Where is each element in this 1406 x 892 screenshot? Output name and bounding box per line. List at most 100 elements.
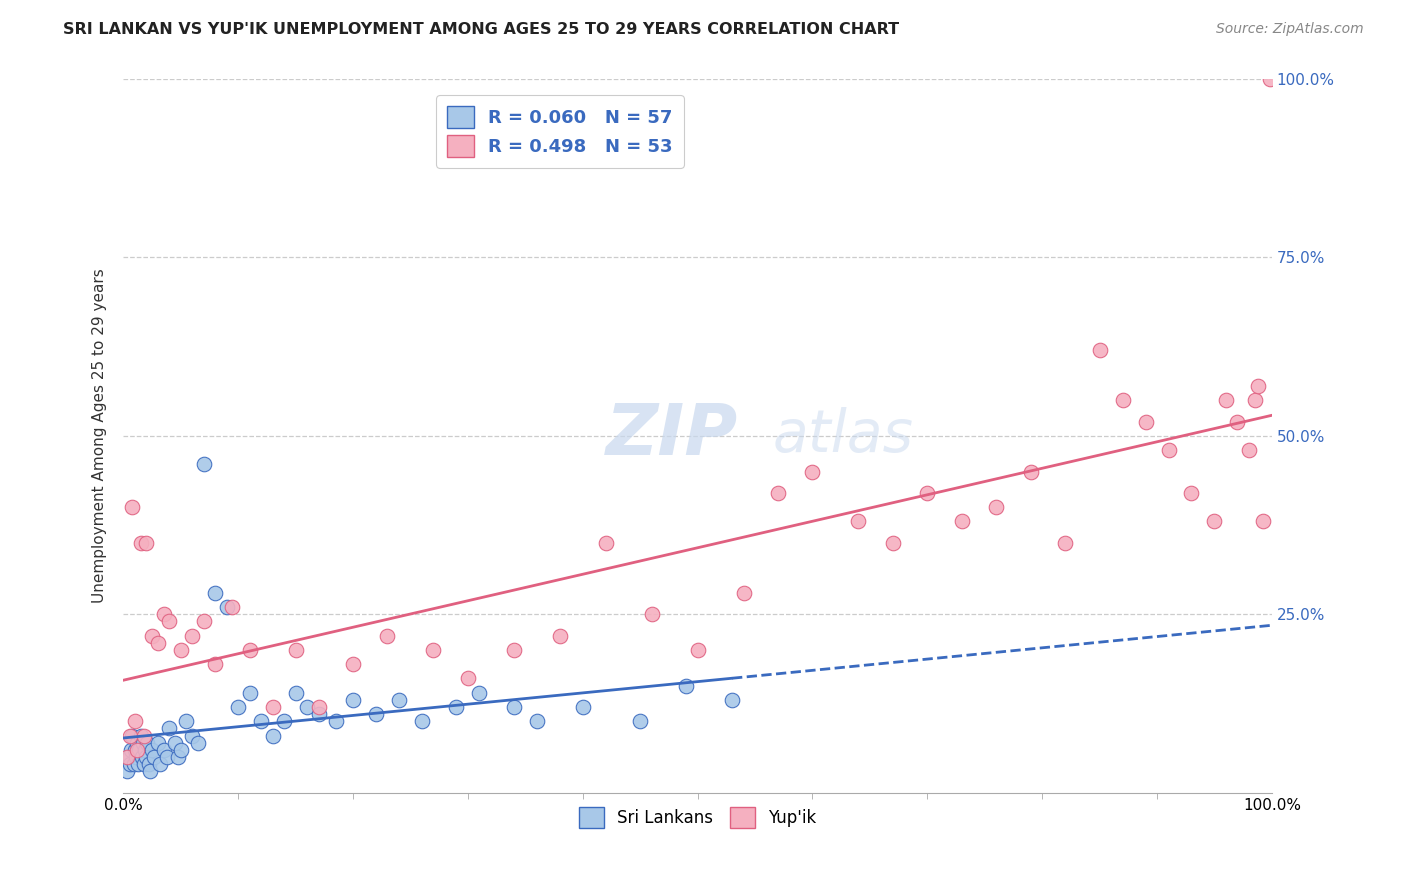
Point [342, 657, 364, 672]
Point [193, 458, 215, 472]
Point [181, 629, 204, 643]
Point [411, 714, 433, 729]
Point [122, 757, 145, 772]
Point [640, 607, 662, 622]
Point [135, 750, 157, 764]
Point [284, 686, 307, 700]
Point [377, 629, 399, 643]
Point [131, 750, 153, 764]
Point [125, 750, 148, 764]
Point [157, 615, 180, 629]
Point [325, 714, 347, 729]
Point [143, 750, 166, 764]
Point [295, 700, 318, 714]
Point [226, 700, 249, 714]
Point [1226, 415, 1249, 429]
Point [204, 586, 226, 600]
Point [187, 736, 209, 750]
Point [882, 536, 904, 550]
Point [1258, 72, 1281, 87]
Text: Source: ZipAtlas.com: Source: ZipAtlas.com [1216, 22, 1364, 37]
Point [1180, 486, 1202, 500]
Point [127, 743, 149, 757]
Point [342, 693, 364, 707]
Point [733, 586, 755, 600]
Point [1215, 393, 1237, 408]
Point [388, 693, 411, 707]
Point [239, 643, 262, 657]
Point [136, 736, 159, 750]
Point [121, 500, 143, 515]
Point [1054, 536, 1077, 550]
Point [141, 629, 163, 643]
Point [308, 707, 330, 722]
Point [1111, 393, 1133, 408]
Point [250, 714, 273, 729]
Text: SRI LANKAN VS YUP'IK UNEMPLOYMENT AMONG AGES 25 TO 29 YEARS CORRELATION CHART: SRI LANKAN VS YUP'IK UNEMPLOYMENT AMONG … [63, 22, 900, 37]
Y-axis label: Unemployment Among Ages 25 to 29 years: Unemployment Among Ages 25 to 29 years [93, 268, 107, 603]
Point [146, 736, 169, 750]
Point [1019, 465, 1042, 479]
Point [149, 757, 172, 772]
Point [628, 714, 651, 729]
Point [176, 714, 198, 729]
Point [1247, 379, 1270, 393]
Point [595, 536, 617, 550]
Point [1243, 393, 1265, 408]
Point [848, 515, 870, 529]
Point [1204, 515, 1226, 529]
Point [548, 629, 571, 643]
Point [132, 736, 155, 750]
Point [502, 700, 524, 714]
Point [120, 743, 142, 757]
Point [1088, 343, 1111, 358]
Point [1135, 415, 1157, 429]
Point [132, 757, 155, 772]
Legend: Sri Lankans, Yup'ik: Sri Lankans, Yup'ik [572, 801, 823, 834]
Point [132, 729, 155, 743]
Point [152, 743, 174, 757]
Point [221, 600, 243, 615]
Point [686, 643, 709, 657]
Point [675, 679, 697, 693]
Point [422, 643, 444, 657]
Point [152, 607, 174, 622]
Point [115, 750, 138, 764]
Point [284, 643, 307, 657]
Point [121, 729, 143, 743]
Point [1237, 443, 1260, 458]
Point [239, 686, 262, 700]
Point [262, 700, 284, 714]
Point [134, 743, 156, 757]
Point [167, 750, 190, 764]
Point [1157, 443, 1180, 458]
Point [721, 693, 744, 707]
Point [163, 736, 186, 750]
Point [917, 486, 939, 500]
Point [127, 736, 149, 750]
Point [156, 750, 179, 764]
Point [766, 486, 789, 500]
Point [986, 500, 1008, 515]
Point [170, 643, 193, 657]
Point [446, 700, 468, 714]
Point [124, 714, 146, 729]
Point [157, 722, 180, 736]
Point [146, 636, 169, 650]
Point [801, 465, 824, 479]
Point [457, 672, 479, 686]
Point [170, 743, 193, 757]
Point [128, 743, 150, 757]
Point [468, 686, 491, 700]
Point [526, 714, 548, 729]
Point [138, 764, 160, 779]
Point [502, 643, 524, 657]
Point [273, 714, 295, 729]
Point [204, 657, 226, 672]
Point [571, 700, 593, 714]
Point [262, 729, 284, 743]
Point [138, 757, 160, 772]
Point [129, 536, 152, 550]
Text: atlas: atlas [772, 408, 914, 465]
Text: ZIP: ZIP [606, 401, 738, 470]
